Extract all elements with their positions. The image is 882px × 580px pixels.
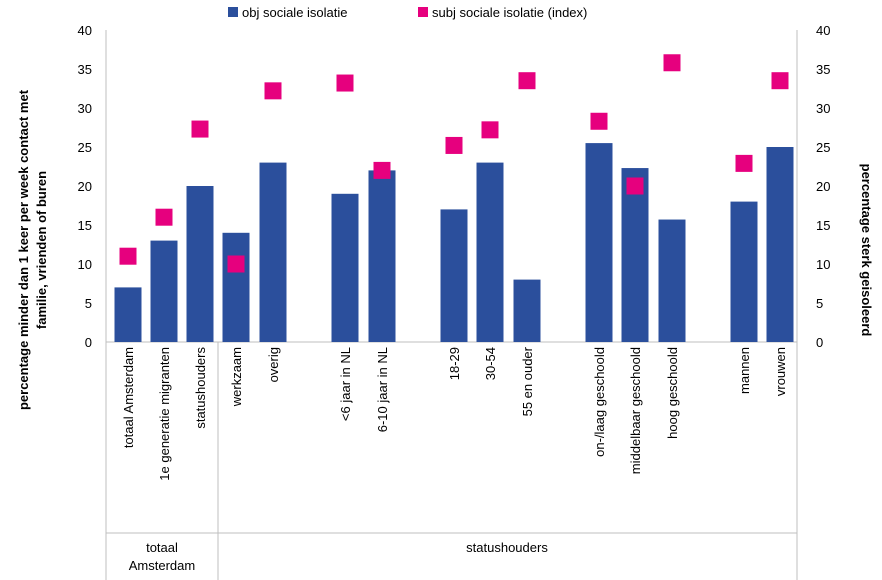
marker [518, 72, 536, 90]
bar [368, 170, 396, 342]
x-tick-label: totaal Amsterdam [121, 347, 136, 448]
marker [191, 120, 209, 138]
x-tick-label: 1e generatie migranten [157, 347, 172, 481]
y-tick-left: 30 [78, 101, 92, 116]
y-tick-left: 0 [85, 335, 92, 350]
bar [621, 168, 649, 342]
y-tick-left: 15 [78, 218, 92, 233]
bar [585, 143, 613, 342]
y-tick-right: 40 [816, 23, 830, 38]
bar [259, 162, 287, 342]
y-tick-left: 25 [78, 140, 92, 155]
bar [331, 193, 359, 342]
bar [513, 279, 541, 342]
marker [481, 121, 499, 139]
marker [119, 247, 137, 265]
marker [373, 161, 391, 179]
y-tick-left: 40 [78, 23, 92, 38]
x-tick-label: werkzaam [229, 347, 244, 407]
axis-titles: percentage minder dan 1 keer per week co… [16, 89, 874, 410]
x-tick-label: middelbaar geschoold [628, 347, 643, 474]
marker-series [119, 54, 789, 273]
bar [150, 240, 178, 342]
x-tick-label: on-/laag geschoold [592, 347, 607, 457]
marker [626, 177, 644, 195]
marker [771, 72, 789, 90]
y-axis-right-title: percentage sterk geisoleerd [859, 164, 874, 337]
legend-swatch-subj [418, 7, 428, 17]
x-tick-label: vrouwen [773, 347, 788, 396]
y-tick-left: 10 [78, 257, 92, 272]
bar [766, 147, 794, 342]
bar [114, 287, 142, 342]
x-tick-label: 18-29 [447, 347, 462, 380]
marker [264, 82, 282, 100]
y-tick-right: 20 [816, 179, 830, 194]
y-tick-left: 35 [78, 62, 92, 77]
x-tick-label: 6-10 jaar in NL [375, 347, 390, 432]
marker [445, 136, 463, 154]
marker [336, 74, 354, 92]
group-label: statushouders [466, 540, 548, 555]
bar [476, 162, 504, 342]
legend-swatch-obj [228, 7, 238, 17]
y-tick-right: 15 [816, 218, 830, 233]
legend-label-obj: obj sociale isolatie [242, 5, 348, 20]
marker [590, 112, 608, 130]
y-axis-left-title: percentage minder dan 1 keer per week co… [16, 89, 49, 410]
y-tick-left: 5 [85, 296, 92, 311]
y-tick-right: 5 [816, 296, 823, 311]
bar-series [114, 143, 794, 342]
x-tick-label: <6 jaar in NL [338, 347, 353, 421]
group-label: totaal Amsterdam [129, 540, 195, 573]
x-tick-label: statushouders [193, 347, 208, 429]
marker [227, 255, 245, 273]
marker [155, 208, 173, 226]
marker [663, 54, 681, 72]
bar [658, 219, 686, 342]
marker [735, 154, 753, 172]
x-tick-label: mannen [737, 347, 752, 394]
bar [730, 201, 758, 342]
y-tick-right: 35 [816, 62, 830, 77]
bar [222, 232, 250, 342]
legend: obj sociale isolatie subj sociale isolat… [228, 5, 587, 20]
y-tick-right: 0 [816, 335, 823, 350]
y-tick-right: 30 [816, 101, 830, 116]
axes: 0 5 10 15 20 25 30 35 40 0 5 10 15 20 25 30 35 40 [78, 23, 831, 350]
y-tick-right: 10 [816, 257, 830, 272]
y-tick-left: 20 [78, 179, 92, 194]
x-tick-label: 30-54 [483, 347, 498, 380]
x-tick-label: 55 en ouder [520, 346, 535, 416]
x-tick-label: hoog geschoold [665, 347, 680, 439]
bar [186, 186, 214, 342]
bar [440, 209, 468, 342]
group-labels: totaal Amsterdam statushouders [105, 342, 798, 580]
legend-label-subj: subj sociale isolatie (index) [432, 5, 587, 20]
x-axis-labels: totaal Amsterdam 1e generatie migranten st… [121, 346, 788, 480]
x-tick-label: overig [266, 347, 281, 382]
y-tick-right: 25 [816, 140, 830, 155]
